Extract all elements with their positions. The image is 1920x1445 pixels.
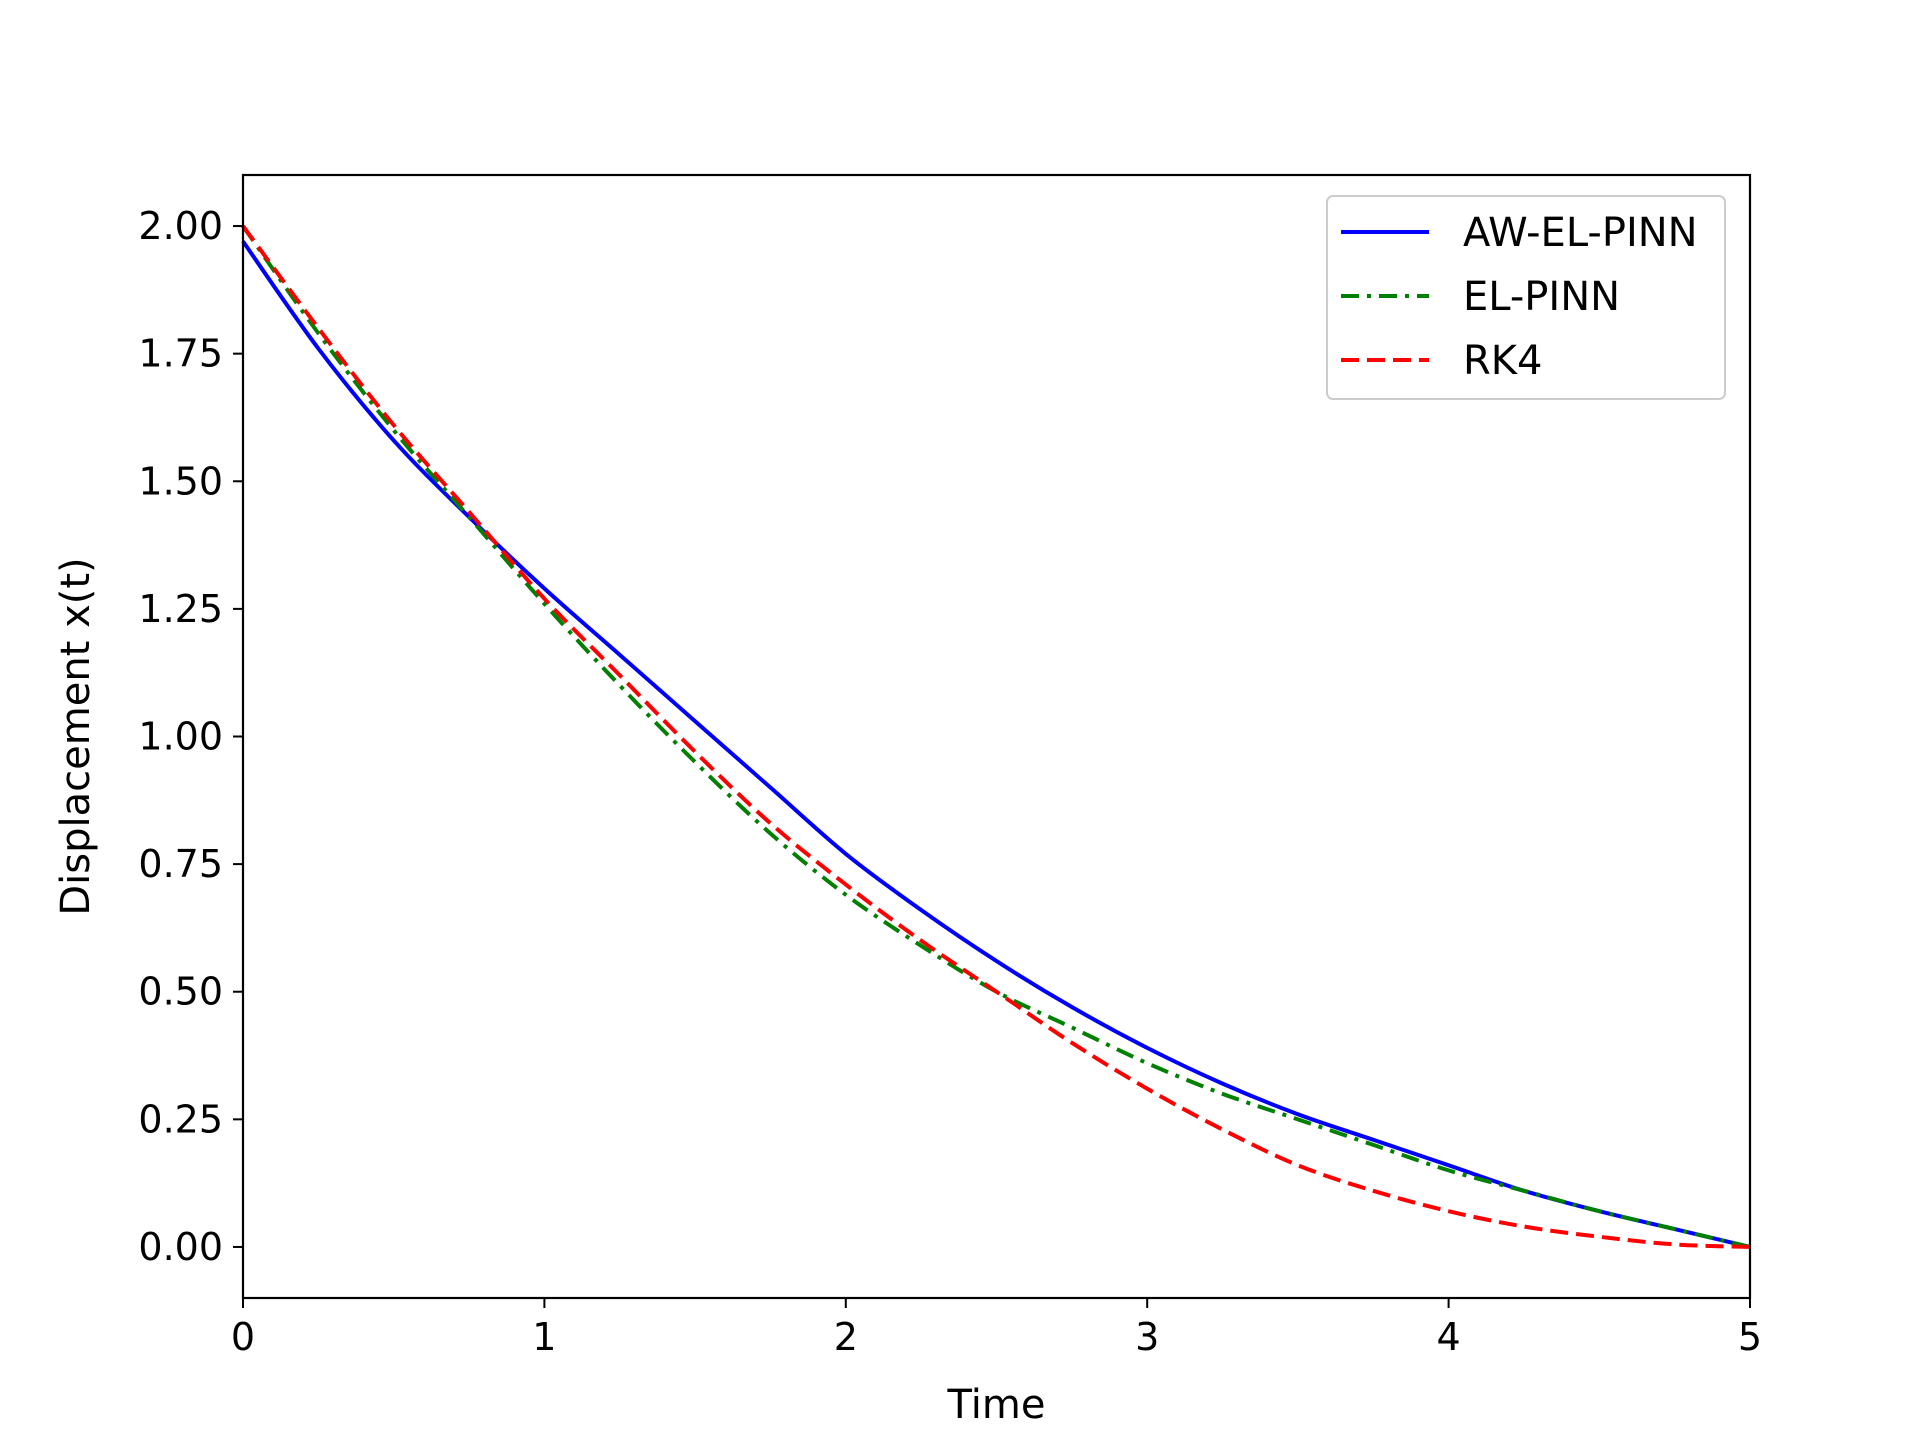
- y-tick-label: 1.25: [138, 587, 223, 631]
- x-axis-label: Time: [947, 1382, 1046, 1428]
- y-axis: 0.00 0.25 0.50 0.75 1.00 1.25 1.50 1.75 2.00: [138, 204, 243, 1269]
- x-tick-label: 1: [532, 1315, 556, 1359]
- x-tick-label: 5: [1738, 1315, 1762, 1359]
- legend-label: AW-EL-PINN: [1463, 210, 1698, 256]
- x-axis: 0 1 2 3 4 5: [231, 1298, 1762, 1359]
- y-tick-label: 1.00: [138, 715, 223, 759]
- y-tick-label: 2.00: [138, 204, 223, 248]
- y-tick-label: 0.50: [138, 970, 223, 1014]
- y-tick-label: 1.75: [138, 332, 223, 376]
- x-tick-label: 4: [1437, 1315, 1461, 1359]
- series-layer: [241, 224, 1751, 1249]
- y-axis-label: Displacement x(t): [53, 557, 99, 915]
- series-line-rk4: [241, 224, 1751, 1249]
- y-tick-label: 0.00: [138, 1225, 223, 1269]
- series-line-el-pinn: [241, 224, 1751, 1249]
- legend-box: [1326, 195, 1726, 400]
- legend-label: RK4: [1463, 338, 1542, 384]
- y-tick-label: 0.25: [138, 1097, 223, 1141]
- y-tick-label: 1.50: [138, 459, 223, 503]
- y-tick-label: 0.75: [138, 842, 223, 886]
- legend-label: EL-PINN: [1463, 274, 1620, 320]
- x-tick-label: 3: [1135, 1315, 1159, 1359]
- x-tick-label: 0: [231, 1315, 255, 1359]
- x-tick-label: 2: [834, 1315, 858, 1359]
- legend: AW-EL-PINN EL-PINN RK4: [1326, 195, 1726, 400]
